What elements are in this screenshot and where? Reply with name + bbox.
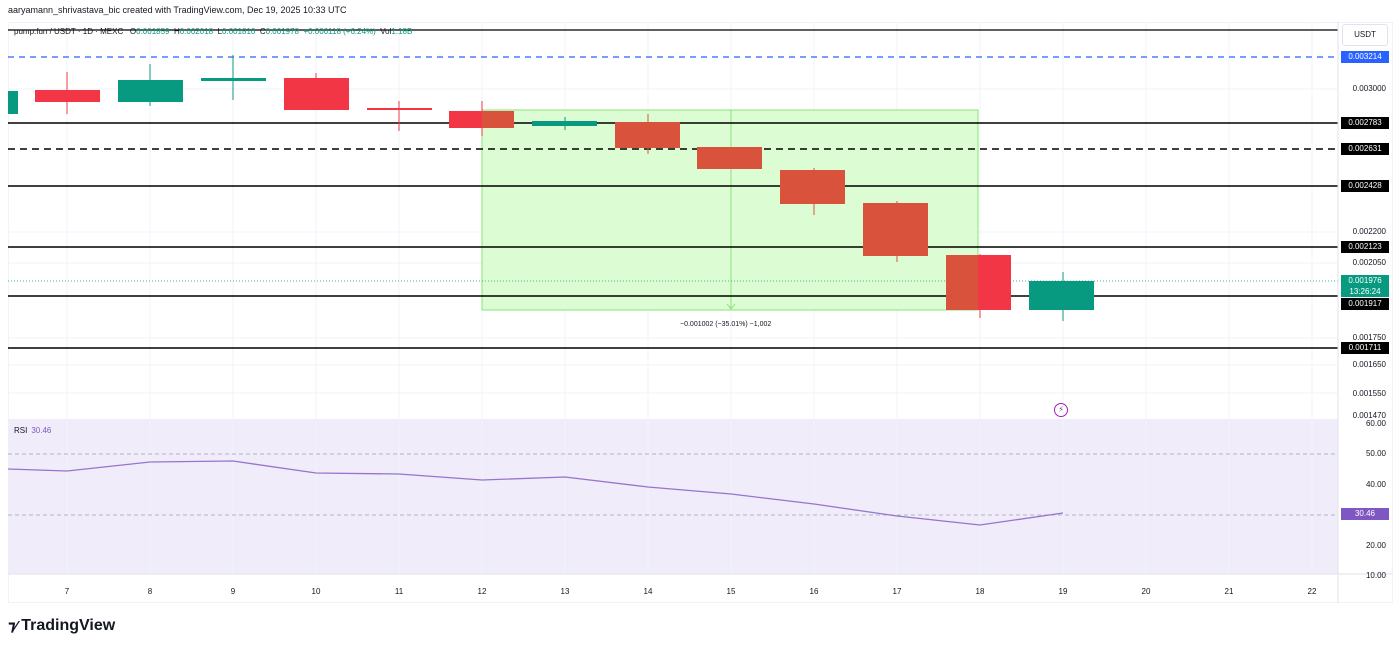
rsi-line [7, 460, 1064, 526]
chart-credit: aaryamann_shrivastava_bic created with T… [8, 5, 347, 15]
symbol-legend: pump.fun / USDT · 1D · MEXC O0.001859 H0… [14, 27, 413, 36]
lightning-event-icon[interactable]: ⚡ [1054, 403, 1068, 417]
price-tag-0.003214: 0.003214 [1341, 51, 1389, 63]
price-tag-0.002631: 0.002631 [1341, 143, 1389, 155]
measure-label: −0.001002 (−35.01%) −1,002 [680, 321, 772, 328]
last-price-tag: 0.001976 13:26:24 [1341, 275, 1389, 297]
rsi-pane-background [8, 419, 1338, 574]
chart-frame[interactable] [8, 22, 1393, 603]
bar-countdown: 13:26:24 [1349, 287, 1381, 296]
tradingview-brand[interactable]: ⁊⁄ TradingView [8, 617, 116, 635]
close-value: 0.001978 [265, 27, 299, 36]
high-value: 0.002018 [179, 27, 214, 36]
open-value: 0.001859 [136, 27, 170, 36]
symbol-name: pump.fun / USDT · 1D · MEXC [14, 27, 124, 36]
price-tag-0.002123: 0.002123 [1341, 241, 1389, 253]
candles [8, 55, 1094, 321]
price-tag-0.002783: 0.002783 [1341, 117, 1389, 129]
rsi-legend: RSI 30.46 [14, 426, 52, 435]
currency-button[interactable]: USDT [1342, 24, 1388, 46]
price-tag-0.002428: 0.002428 [1341, 180, 1389, 192]
change-value: +0.000118 (+6.24%) [303, 27, 376, 36]
tradingview-logo-icon: ⁊⁄ [8, 618, 17, 635]
low-value: 0.001810 [222, 27, 256, 36]
price-tag-0.001711: 0.001711 [1341, 342, 1389, 354]
rsi-value-tag: 30.46 [1341, 508, 1389, 520]
price-tag-0.001917: 0.001917 [1341, 298, 1389, 310]
volume-value: 1.18B [391, 27, 413, 36]
